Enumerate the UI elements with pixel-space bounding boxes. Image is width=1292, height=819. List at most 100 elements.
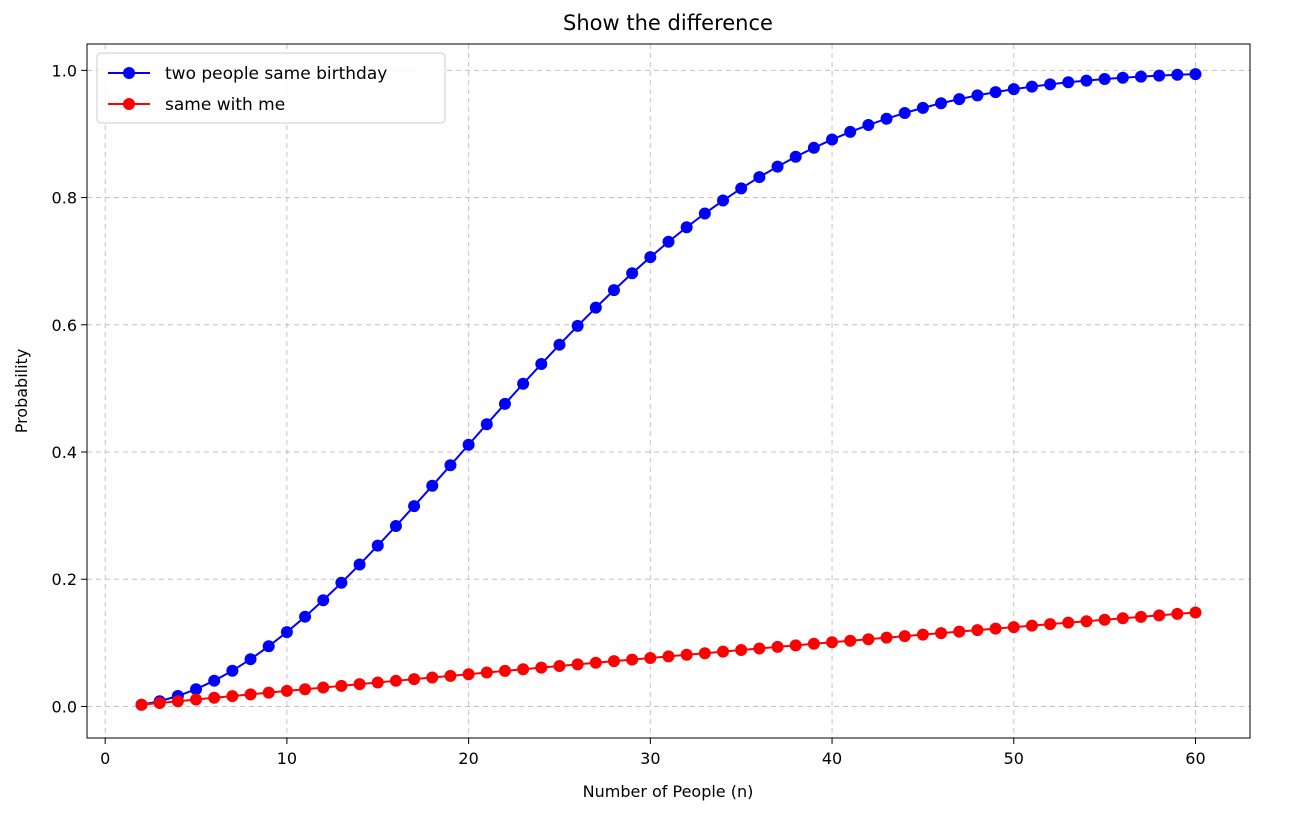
data-point: [1007, 621, 1020, 634]
data-point: [408, 673, 421, 686]
data-point: [971, 624, 984, 637]
data-point: [280, 684, 293, 697]
data-point: [153, 696, 166, 709]
data-point: [480, 418, 493, 431]
data-point: [190, 683, 203, 696]
data-point: [753, 642, 766, 655]
data-point: [862, 119, 875, 132]
data-point: [916, 101, 929, 114]
data-point: [1044, 618, 1057, 631]
y-tick-label: 0.4: [52, 443, 77, 462]
data-point: [480, 666, 493, 679]
data-point: [535, 661, 548, 674]
data-point: [571, 319, 584, 332]
data-point: [898, 107, 911, 120]
y-tick-label: 0.6: [52, 316, 77, 335]
data-point: [353, 558, 366, 571]
y-tick-label: 0.2: [52, 570, 77, 589]
grid: [87, 44, 1250, 738]
data-point: [335, 576, 348, 589]
data-point: [1171, 68, 1184, 81]
data-point: [935, 97, 948, 110]
y-axis: 0.0 0.2 0.4 0.6 0.8 1.0: [52, 61, 87, 716]
data-point: [626, 267, 639, 280]
data-point: [826, 636, 839, 649]
data-point: [571, 658, 584, 671]
data-point: [680, 648, 693, 661]
data-point: [262, 686, 275, 699]
data-point: [1044, 78, 1057, 91]
data-point: [916, 628, 929, 641]
legend-label-two-people-same-birthday: two people same birthday: [165, 64, 387, 84]
x-axis-label: Number of People (n): [583, 782, 754, 801]
data-point: [553, 659, 566, 672]
data-point: [299, 683, 312, 696]
data-point: [553, 338, 566, 351]
data-point: [771, 160, 784, 173]
series-line: [141, 73, 1196, 706]
x-tick-label: 0: [100, 749, 110, 768]
data-point: [371, 539, 384, 552]
data-point: [1098, 613, 1111, 626]
x-axis: 0 10 20 30 40 50 60: [100, 738, 1206, 768]
data-point: [989, 622, 1002, 635]
data-point: [1134, 70, 1147, 83]
data-point: [826, 133, 839, 146]
x-tick-label: 50: [1004, 749, 1024, 768]
data-point: [607, 284, 620, 297]
data-point: [1062, 616, 1075, 629]
data-point: [408, 500, 421, 513]
series-same-with-me: [135, 606, 1202, 711]
data-point: [1062, 76, 1075, 89]
data-point: [844, 634, 857, 647]
data-point: [717, 645, 730, 658]
x-tick-label: 10: [277, 749, 297, 768]
data-point: [462, 438, 475, 451]
data-point: [1171, 607, 1184, 620]
data-point: [1134, 610, 1147, 623]
data-point: [226, 690, 239, 703]
data-point: [789, 150, 802, 163]
data-point: [444, 459, 457, 472]
data-point: [680, 221, 693, 234]
x-tick-label: 60: [1185, 749, 1205, 768]
data-point: [317, 681, 330, 694]
data-point: [190, 693, 203, 706]
series-layer: [135, 68, 1202, 711]
y-axis-label: Probability: [12, 349, 31, 434]
data-point: [389, 674, 402, 687]
data-point: [1153, 69, 1166, 82]
data-point: [1025, 619, 1038, 632]
data-point: [1098, 73, 1111, 86]
data-point: [353, 678, 366, 691]
data-point: [698, 647, 711, 660]
data-point: [426, 479, 439, 492]
data-point: [644, 251, 657, 264]
data-point: [717, 194, 730, 207]
data-point: [1189, 68, 1202, 81]
data-point: [862, 633, 875, 646]
data-point: [426, 671, 439, 684]
data-point: [444, 669, 457, 682]
data-point: [517, 663, 530, 676]
data-point: [662, 235, 675, 248]
legend-marker-two-people-same-birthday: [123, 67, 135, 79]
data-point: [953, 625, 966, 638]
data-point: [662, 650, 675, 663]
data-point: [371, 676, 384, 689]
data-point: [607, 655, 620, 668]
data-point: [771, 640, 784, 653]
data-point: [589, 656, 602, 669]
data-point: [244, 653, 257, 666]
data-point: [244, 688, 257, 701]
data-point: [844, 125, 857, 138]
data-point: [589, 301, 602, 314]
data-point: [898, 630, 911, 643]
data-point: [1116, 612, 1129, 625]
data-point: [753, 171, 766, 184]
data-point: [789, 639, 802, 652]
data-point: [971, 89, 984, 102]
data-point: [389, 520, 402, 533]
legend-box: [96, 52, 446, 124]
